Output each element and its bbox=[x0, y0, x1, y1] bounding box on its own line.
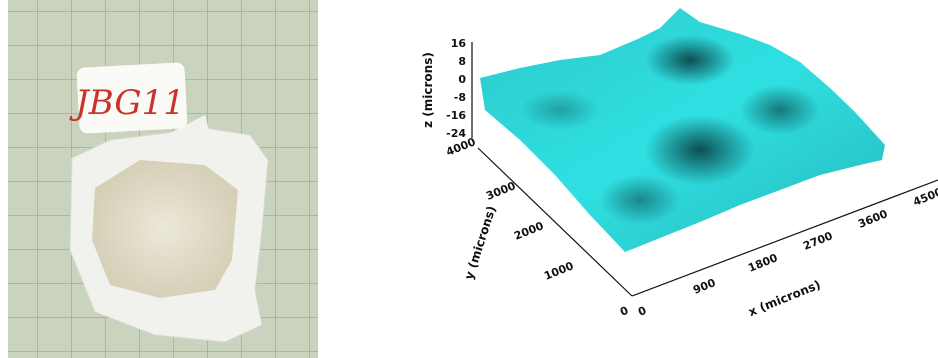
x-tick-label: 1800 bbox=[746, 251, 780, 275]
z-tick-label: 0 bbox=[458, 73, 466, 86]
x-tick-label: 3600 bbox=[856, 207, 890, 231]
y-tick-label: 2000 bbox=[512, 219, 546, 243]
figure: JBG11 z (microns) y (microns) x (microns… bbox=[0, 0, 938, 358]
y-tick-label: 3000 bbox=[484, 179, 518, 203]
page: JBG11 z (microns) y (microns) x (microns… bbox=[0, 0, 938, 358]
photo-label: JBG11 bbox=[69, 83, 185, 123]
x-tick-label: 2700 bbox=[801, 229, 835, 253]
z-axis-label: z (microns) bbox=[421, 52, 435, 128]
surface-plot bbox=[472, 8, 938, 296]
x-tick-label: 900 bbox=[691, 276, 717, 297]
z-tick-label: 16 bbox=[451, 37, 467, 50]
y-axis-label: y (microns) bbox=[462, 204, 499, 281]
z-tick-label: -8 bbox=[454, 91, 466, 104]
y-tick-label: 1000 bbox=[542, 259, 576, 283]
z-tick-label: -16 bbox=[446, 109, 466, 122]
y-tick-label: 0 bbox=[618, 304, 630, 319]
x-axis-label: x (microns) bbox=[746, 277, 822, 319]
z-tick-label: 8 bbox=[458, 55, 466, 68]
sample-photo: JBG11 bbox=[8, 0, 318, 358]
x-tick-label: 0 bbox=[636, 304, 648, 319]
